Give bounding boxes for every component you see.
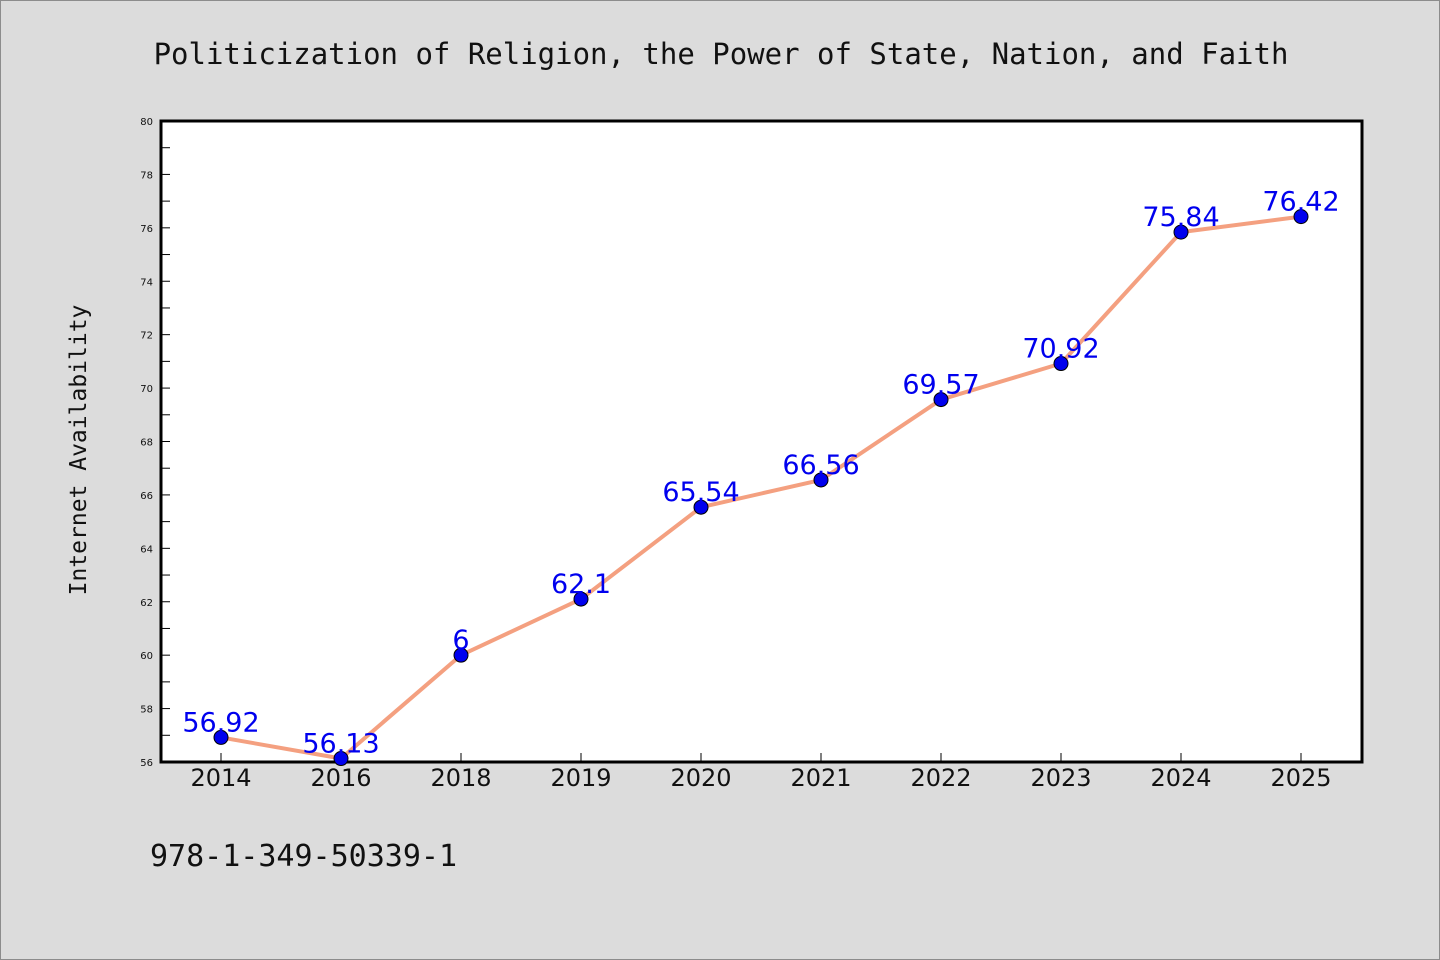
y-tick-label: 74	[140, 277, 153, 288]
data-point	[213, 729, 229, 745]
data-point	[1053, 356, 1069, 372]
plot-area	[159, 119, 1364, 764]
data-point	[1293, 209, 1309, 225]
y-tick-label: 78	[140, 170, 153, 181]
y-tick-label: 72	[140, 331, 153, 342]
y-tick-label: 76	[140, 224, 153, 235]
y-axis-ticks: 56 58 60 62 64 66 68 70 72 74 76 78 80	[140, 117, 170, 769]
chart-title: Politicization of Religion, the Power of…	[154, 37, 1289, 71]
y-tick-label: 66	[140, 491, 153, 502]
y-tick-label: 68	[140, 438, 153, 449]
data-point	[573, 591, 589, 607]
x-tick-label: 2019	[550, 764, 611, 792]
y-tick-label: 58	[140, 705, 153, 716]
x-tick-label: 2025	[1270, 764, 1331, 792]
x-tick-label: 2023	[1030, 764, 1091, 792]
x-tick-label: 2021	[790, 764, 851, 792]
data-label: 56.13	[302, 729, 379, 760]
isbn-label: 978-1-349-50339-1	[150, 839, 457, 874]
x-tick-label: 2020	[670, 764, 731, 792]
y-tick-label: 70	[140, 384, 153, 395]
y-axis-label: Internet Availability	[66, 305, 92, 596]
data-point	[333, 751, 349, 767]
data-label: 70.92	[1022, 334, 1099, 365]
x-tick-label: 2022	[910, 764, 971, 792]
data-point	[1173, 224, 1189, 240]
x-tick-label: 2016	[310, 764, 371, 792]
data-label: 69.57	[902, 370, 979, 401]
data-point	[933, 392, 949, 408]
data-label: 66.56	[782, 450, 859, 481]
data-label: 56.92	[182, 707, 259, 738]
x-axis-ticks: 2014 2016 2018 2019 2020 2021 2022 2023 2024 2025	[190, 753, 1332, 792]
data-point	[693, 499, 709, 515]
series-line	[220, 214, 1302, 761]
data-label: 6	[452, 625, 469, 656]
x-tick-label: 2018	[430, 764, 491, 792]
data-point	[813, 472, 829, 488]
x-tick-label: 2024	[1150, 764, 1211, 792]
series-group: 56.92 56.13 6 62.1 65.54 66.56 69.57 70.92 75.84…	[182, 187, 1340, 767]
x-tick-label: 2014	[190, 764, 251, 792]
data-point	[453, 647, 469, 663]
data-label: 65.54	[662, 477, 739, 508]
data-label: 75.84	[1142, 202, 1219, 233]
y-tick-label: 64	[140, 544, 153, 555]
data-label: 76.42	[1262, 187, 1339, 218]
y-tick-label: 80	[140, 117, 153, 128]
y-tick-label: 60	[140, 651, 153, 662]
y-tick-label: 56	[140, 758, 153, 769]
y-tick-label: 62	[140, 598, 153, 609]
data-label: 62.1	[551, 569, 611, 600]
